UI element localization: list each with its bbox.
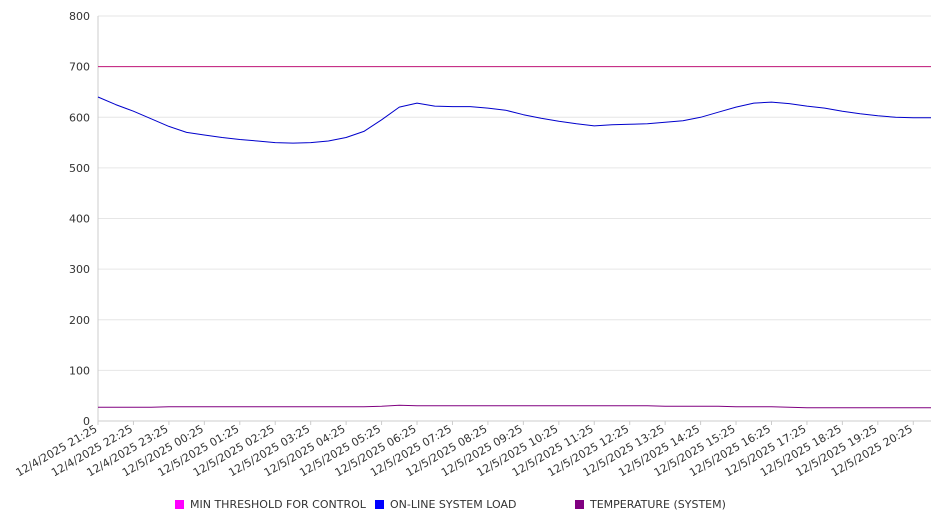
y-tick-label: 0 [83,415,90,428]
y-tick-label: 400 [69,213,90,226]
series-line-temperature [98,404,931,409]
legend-swatch-min-threshold [175,500,184,509]
gridlines [98,15,931,371]
legend-label-min-threshold: MIN THRESHOLD FOR CONTROL [190,498,366,511]
series-line-system-load [97,96,931,144]
legend-swatch-system-load [375,500,384,509]
y-tick-label: 500 [69,162,90,175]
legend-label-system-load: ON-LINE SYSTEM LOAD [390,498,517,511]
legend: MIN THRESHOLD FOR CONTROL ON-LINE SYSTEM… [0,498,946,514]
legend-item-system-load[interactable]: ON-LINE SYSTEM LOAD [375,498,516,511]
y-tick-label: 200 [69,314,90,327]
y-axis: 0 100 200 300 400 500 600 700 800 [69,10,99,428]
legend-item-min-threshold[interactable]: MIN THRESHOLD FOR CONTROL [175,498,366,511]
legend-swatch-temperature [575,500,584,509]
legend-label-temperature: TEMPERATURE (SYSTEM) [590,498,726,511]
legend-item-temperature[interactable]: TEMPERATURE (SYSTEM) [575,498,726,511]
y-tick-label: 300 [69,263,90,276]
y-tick-label: 100 [69,364,90,377]
y-tick-label: 800 [69,10,90,23]
y-tick-label: 700 [69,61,90,74]
y-tick-label: 600 [69,111,90,124]
series-lines [97,66,931,409]
